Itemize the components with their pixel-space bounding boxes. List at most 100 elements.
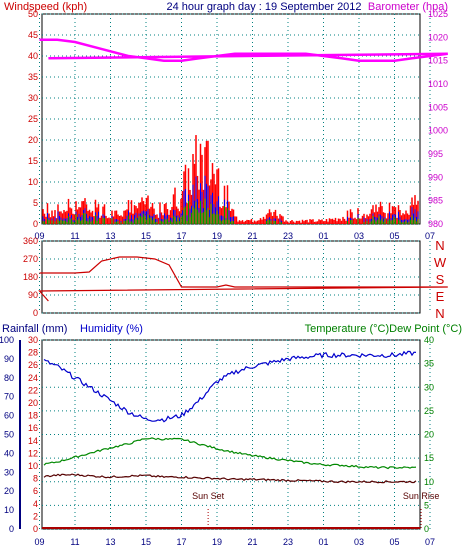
climate-x-tick-label: 21: [247, 537, 257, 547]
rainfall-y-tick-label: 20: [28, 398, 38, 408]
rainfall-y-tick-label: 12: [28, 448, 38, 458]
wind-x-tick-label: 21: [247, 231, 257, 241]
direction-y-tick-label: 90: [28, 290, 38, 300]
rainfall-y-tick-label: 6: [33, 486, 38, 496]
rainfall-y-tick-label: 22: [28, 385, 38, 395]
barometer-y-tick-label: 990: [428, 172, 443, 182]
wind-x-tick-label: 23: [283, 231, 293, 241]
temperature-y-tick-label: 10: [424, 477, 434, 487]
humidity-y-tick-label: 90: [4, 354, 14, 364]
series-layer: [38, 38, 448, 529]
rainfall-y-tick-label: 24: [28, 373, 38, 383]
rainfall-y-tick-label: 4: [33, 499, 38, 509]
compass-letter-label: W: [434, 255, 447, 270]
wind-x-tick-label: 15: [141, 231, 151, 241]
wind-y-tick-label: 25: [28, 114, 38, 124]
temperature-y-tick-label: 0: [424, 524, 429, 534]
compass-letter-label: S: [436, 272, 445, 287]
climate-x-tick-label: 01: [318, 537, 328, 547]
humidity-y-tick-label: 30: [4, 467, 14, 477]
direction-y-tick-label: 360: [23, 236, 38, 246]
wind-y-tick-label: 5: [33, 198, 38, 208]
temperature-line: [43, 437, 417, 470]
dew-point-line: [43, 473, 417, 484]
rainfall-y-tick-label: 8: [33, 474, 38, 484]
humidity-y-tick-label: 50: [4, 430, 14, 440]
temperature-y-tick-label: 40: [424, 335, 434, 345]
barometer-y-tick-label: 1015: [428, 56, 448, 66]
compass-letter-label: N: [435, 238, 444, 253]
climate-x-tick-label: 17: [176, 537, 186, 547]
direction-y-tick-label: 180: [23, 272, 38, 282]
barometer-line: [39, 38, 448, 62]
barometer-y-tick-label: 980: [428, 219, 443, 229]
climate-x-tick-label: 03: [354, 537, 364, 547]
rainfall-y-tick-label: 18: [28, 411, 38, 421]
rainfall-y-tick-label: 14: [28, 436, 38, 446]
wind-y-tick-label: 15: [28, 156, 38, 166]
barometer-y-tick-label: 995: [428, 149, 443, 159]
wind-y-tick-label: 45: [28, 30, 38, 40]
windspeed-axis-title: Windspeed (kph): [4, 1, 87, 13]
rainfall-y-tick-label: 2: [33, 511, 38, 521]
direction-y-tick-label: 270: [23, 254, 38, 264]
wind-x-tick-label: 07: [425, 231, 435, 241]
rainfall-y-tick-label: 16: [28, 423, 38, 433]
humidity-axis-title: Humidity (%): [80, 323, 143, 335]
barometer-y-tick-label: 1000: [428, 126, 448, 136]
humidity-y-tick-label: 100: [0, 335, 14, 345]
barometer-y-tick-label: 1025: [428, 9, 448, 19]
climate-x-tick-label: 07: [425, 537, 435, 547]
climate-x-tick-label: 09: [34, 537, 44, 547]
temperature-dewpoint-axis-title: Temperature (°C)Dew Point (°C): [305, 323, 462, 335]
climate-x-tick-label: 19: [212, 537, 222, 547]
wind-x-tick-label: 09: [34, 231, 44, 241]
rainfall-y-tick-label: 30: [28, 335, 38, 345]
chart-title: 24 hour graph day : 19 September 2012: [166, 1, 361, 13]
wind-y-tick-label: 0: [33, 219, 38, 229]
temperature-y-tick-label: 25: [424, 406, 434, 416]
humidity-y-tick-label: 40: [4, 448, 14, 458]
temperature-y-tick-label: 15: [424, 453, 434, 463]
grid-layer: [19, 13, 431, 530]
wind-x-tick-label: 13: [105, 231, 115, 241]
direction-panel-frame: [41, 240, 421, 314]
humidity-line: [43, 350, 417, 423]
sun-annotation-label: Sun Rise: [403, 491, 440, 501]
wind-x-tick-label: 19: [212, 231, 222, 241]
temperature-y-tick-label: 5: [424, 500, 429, 510]
compass-letter-label: E: [436, 289, 445, 304]
humidity-y-tick-label: 70: [4, 392, 14, 402]
temperature-y-tick-label: 35: [424, 359, 434, 369]
wind-direction-line: [38, 256, 448, 302]
temperature-y-tick-label: 20: [424, 430, 434, 440]
humidity-y-tick-label: 10: [4, 505, 14, 515]
climate-x-tick-label: 05: [389, 537, 399, 547]
humidity-y-tick-label: 20: [4, 486, 14, 496]
rainfall-y-tick-label: 0: [33, 524, 38, 534]
climate-x-tick-label: 13: [105, 537, 115, 547]
wind-x-tick-label: 01: [318, 231, 328, 241]
rainfall-y-tick-label: 26: [28, 360, 38, 370]
compass-letter-label: N: [435, 306, 444, 321]
climate-x-tick-label: 11: [70, 537, 79, 547]
wind-x-tick-label: 05: [389, 231, 399, 241]
rainfall-axis-title: Rainfall (mm): [2, 323, 67, 335]
wind-y-tick-label: 40: [28, 51, 38, 61]
climate-x-tick-label: 15: [141, 537, 151, 547]
humidity-y-tick-label: 80: [4, 373, 14, 383]
wind-y-tick-label: 50: [28, 9, 38, 19]
wind-y-tick-label: 30: [28, 93, 38, 103]
barometer-y-tick-label: 1020: [428, 32, 448, 42]
rainfall-y-tick-label: 28: [28, 348, 38, 358]
barometer-axis-title: Barometer (hpa): [368, 1, 448, 13]
labels-layer: 1111131315151717191921212323010103030505…: [0, 9, 448, 547]
wind-x-tick-label: 17: [176, 231, 186, 241]
rainfall-y-tick-label: 10: [28, 461, 38, 471]
barometer-y-tick-label: 1005: [428, 102, 448, 112]
sun-annotation-label: Sun Set: [192, 491, 225, 501]
wind-x-tick-label: 03: [354, 231, 364, 241]
temperature-y-tick-label: 30: [424, 382, 434, 392]
